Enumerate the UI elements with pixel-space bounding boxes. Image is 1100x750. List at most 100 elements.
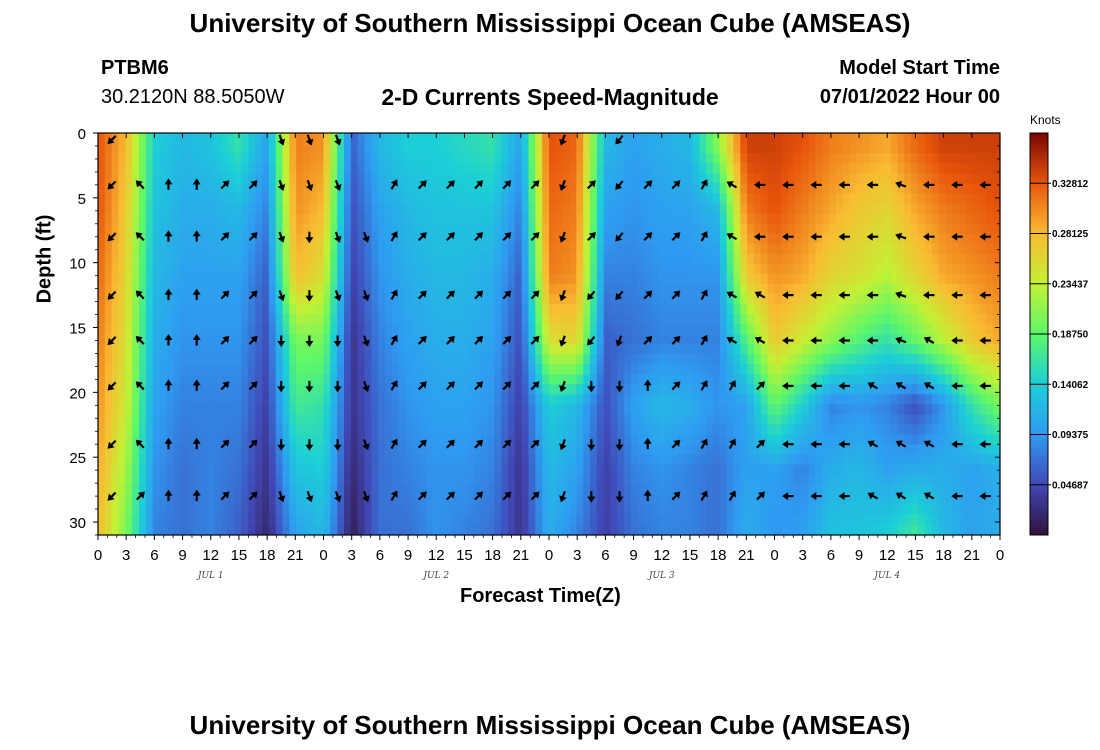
heat-cell xyxy=(897,444,905,456)
heat-cell xyxy=(726,323,735,335)
heat-cell xyxy=(829,524,837,535)
heat-cell xyxy=(842,163,851,174)
heat-cell xyxy=(678,524,687,535)
heat-cell xyxy=(180,213,188,225)
heat-cell xyxy=(385,504,393,516)
heat-cell xyxy=(883,434,892,446)
heat-cell xyxy=(808,273,817,285)
heat-cell xyxy=(692,173,700,184)
heat-cell xyxy=(706,303,714,315)
heat-cell xyxy=(405,344,413,355)
heat-cell xyxy=(104,263,113,275)
heat-cell xyxy=(706,153,714,164)
heat-cell xyxy=(405,233,413,245)
heat-cell xyxy=(200,143,208,154)
heat-cell xyxy=(262,273,270,285)
heat-cell xyxy=(713,243,721,255)
heat-cell xyxy=(193,313,202,325)
heat-cell xyxy=(473,464,482,476)
heat-cell xyxy=(255,273,263,285)
heat-cell xyxy=(774,404,782,415)
heat-cell xyxy=(248,183,256,194)
heat-cell xyxy=(180,364,188,375)
heat-cell xyxy=(788,263,796,275)
heat-cell xyxy=(590,444,598,456)
heat-cell xyxy=(275,203,284,214)
heat-cell xyxy=(234,344,243,355)
heat-cell xyxy=(624,474,632,486)
heat-cell xyxy=(747,173,755,184)
heat-cell xyxy=(911,504,919,516)
heat-cell xyxy=(945,183,953,194)
heat-cell xyxy=(747,213,755,225)
heat-cell xyxy=(227,364,236,375)
heat-cell xyxy=(924,504,933,516)
heat-cell xyxy=(132,273,140,285)
heat-cell xyxy=(221,514,229,526)
heat-cell xyxy=(132,464,140,476)
heat-cell xyxy=(480,374,489,385)
heat-cell xyxy=(924,524,933,535)
heat-cell xyxy=(781,273,789,285)
heat-cell xyxy=(193,444,202,456)
heat-cell xyxy=(617,263,625,275)
heat-cell xyxy=(412,354,420,365)
heat-cell xyxy=(289,494,297,506)
heat-cell xyxy=(678,253,687,265)
heat-cell xyxy=(583,163,591,174)
heat-cell xyxy=(911,273,919,285)
heat-cell xyxy=(439,193,448,204)
heat-cell xyxy=(549,434,557,446)
heat-cell xyxy=(234,303,243,315)
heat-cell xyxy=(323,253,331,265)
heat-cell xyxy=(139,364,147,375)
heat-cell xyxy=(166,213,174,225)
heat-cell xyxy=(842,474,851,486)
heat-cell xyxy=(289,474,297,486)
heat-cell xyxy=(480,313,489,325)
heat-cell xyxy=(610,414,618,426)
heat-cell xyxy=(357,273,366,285)
heat-cell xyxy=(754,344,762,355)
heat-cell xyxy=(446,263,454,275)
heat-cell xyxy=(890,444,899,456)
heat-cell xyxy=(303,283,311,295)
heat-cell xyxy=(282,374,290,385)
heat-cell xyxy=(583,434,591,446)
heat-cell xyxy=(856,364,864,375)
heat-cell xyxy=(542,524,550,535)
heat-cell xyxy=(624,323,632,335)
heat-cell xyxy=(111,193,120,204)
heat-cell xyxy=(706,183,714,194)
heat-cell xyxy=(275,504,284,516)
heat-cell xyxy=(924,173,933,184)
heat-cell xyxy=(726,173,735,184)
heat-cell xyxy=(788,444,796,456)
heat-cell xyxy=(398,354,407,365)
heat-cell xyxy=(419,193,427,204)
heat-cell xyxy=(685,524,694,535)
heat-cell xyxy=(617,243,625,255)
heat-cell xyxy=(268,253,277,265)
heat-cell xyxy=(357,283,366,295)
heat-cell xyxy=(405,444,413,456)
heat-cell xyxy=(262,163,270,174)
heat-cell xyxy=(391,143,400,154)
heat-cell xyxy=(535,484,543,496)
heat-cell xyxy=(139,303,147,315)
heat-cell xyxy=(514,303,523,315)
heat-cell xyxy=(781,223,789,235)
heat-cell xyxy=(453,354,461,365)
heat-cell xyxy=(658,223,666,235)
heat-cell xyxy=(487,253,495,265)
heat-cell xyxy=(111,223,120,235)
heat-cell xyxy=(303,193,311,204)
heat-cell xyxy=(583,213,591,225)
heat-cell xyxy=(221,153,229,164)
heat-cell xyxy=(111,203,120,214)
heat-cell xyxy=(385,384,393,395)
heat-cell xyxy=(159,344,167,355)
heat-cell xyxy=(111,143,120,154)
heat-cell xyxy=(535,524,543,535)
heat-cell xyxy=(897,273,905,285)
